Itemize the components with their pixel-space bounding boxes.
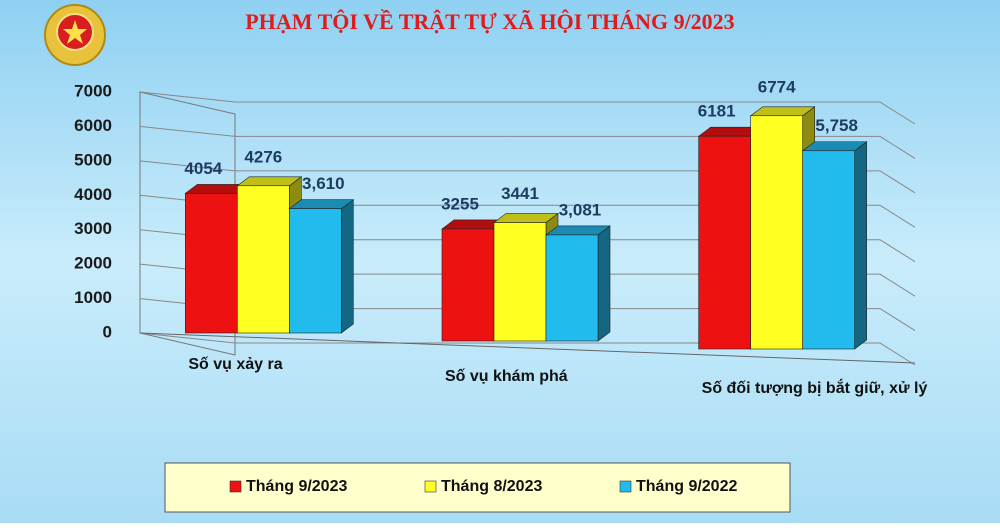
bar bbox=[185, 193, 238, 334]
value-label: 3,081 bbox=[559, 200, 602, 219]
grid-line bbox=[139, 160, 916, 194]
y-tick-label: 1000 bbox=[74, 288, 112, 307]
x-tick-label: Số vụ khám phá bbox=[445, 368, 568, 385]
value-label: 6774 bbox=[758, 77, 796, 96]
bar bbox=[237, 185, 290, 334]
value-label: 3,610 bbox=[302, 174, 345, 193]
y-tick-label: 5000 bbox=[74, 150, 112, 169]
bar-side bbox=[854, 141, 867, 350]
bar bbox=[750, 115, 803, 350]
value-label: 5,758 bbox=[815, 116, 858, 135]
value-label: 3441 bbox=[501, 184, 539, 203]
grid-line bbox=[139, 91, 916, 125]
value-label: 3255 bbox=[441, 194, 479, 213]
y-tick-label: 3000 bbox=[74, 219, 112, 238]
y-tick-label: 2000 bbox=[74, 254, 112, 273]
bar bbox=[289, 208, 342, 334]
x-tick-label: Số đối tượng bị bắt giữ, xử lý bbox=[702, 378, 928, 397]
back-wall bbox=[139, 91, 236, 356]
bar bbox=[441, 228, 495, 342]
bar bbox=[545, 234, 599, 342]
grid-line bbox=[139, 125, 916, 159]
bar bbox=[802, 150, 855, 350]
bar bbox=[493, 222, 547, 342]
value-label: 4276 bbox=[244, 147, 282, 166]
value-label: 4054 bbox=[184, 159, 222, 178]
chart-title: PHẠM TỘI VỀ TRẬT TỰ XÃ HỘI THÁNG 9/2023 bbox=[245, 9, 734, 34]
x-axis bbox=[139, 332, 916, 364]
legend-swatch bbox=[229, 480, 242, 493]
legend-swatch bbox=[619, 480, 632, 493]
bar-side bbox=[341, 199, 354, 334]
legend-label: Tháng 9/2022 bbox=[636, 478, 737, 495]
bar-side bbox=[597, 225, 611, 342]
grid-line bbox=[139, 332, 916, 366]
y-tick-label: 4000 bbox=[74, 185, 112, 204]
x-tick-label: Số vụ xảy ra bbox=[188, 356, 282, 373]
y-tick-label: 6000 bbox=[74, 116, 112, 135]
y-tick-label: 0 bbox=[103, 322, 112, 341]
value-label: 6181 bbox=[698, 102, 736, 121]
logo bbox=[44, 4, 106, 66]
legend bbox=[164, 462, 791, 513]
legend-swatch bbox=[424, 480, 437, 493]
legend-label: Tháng 8/2023 bbox=[441, 478, 542, 495]
legend-label: Tháng 9/2023 bbox=[246, 478, 347, 495]
bar bbox=[698, 135, 751, 350]
y-tick-label: 7000 bbox=[74, 81, 112, 100]
